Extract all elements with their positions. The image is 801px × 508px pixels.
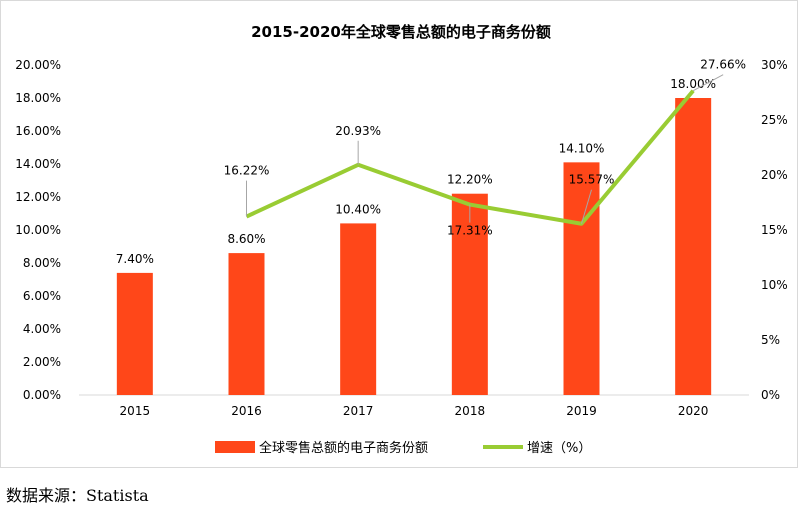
- chart-frame: 2015-2020年全球零售总额的电子商务份额 0.00% 2.00% 4.00% 6…: [0, 0, 798, 468]
- legend-bar-swatch: [215, 441, 255, 453]
- y-left-tick-label: 12.00%: [15, 190, 61, 204]
- y-left-tick-label: 6.00%: [23, 289, 61, 303]
- bar-data-label: 8.60%: [227, 232, 265, 246]
- y-right-tick-label: 20%: [761, 168, 788, 182]
- chart-legend: 全球零售总额的电子商务份额 增速（%）: [215, 440, 591, 456]
- bar: [340, 223, 377, 395]
- y-left-tick-label: 16.00%: [15, 124, 61, 138]
- y-right-tick-label: 15%: [761, 223, 788, 237]
- y-left-tick-label: 4.00%: [23, 322, 61, 336]
- chart-title: 2015-2020年全球零售总额的电子商务份额: [251, 23, 551, 41]
- bar-data-label: 12.20%: [447, 173, 493, 187]
- bar-data-label: 7.40%: [116, 252, 154, 266]
- bar-data-label: 10.40%: [335, 202, 381, 216]
- bar: [675, 98, 712, 395]
- y-right-tick-label: 5%: [761, 333, 780, 347]
- growth-data-label: 17.31%: [447, 224, 493, 238]
- growth-series-line: [245, 89, 695, 226]
- y-right-tick-label: 10%: [761, 278, 788, 292]
- bar: [116, 272, 153, 395]
- growth-data-label: 16.22%: [224, 164, 270, 178]
- y-left-tick-label: 2.00%: [23, 355, 61, 369]
- legend-line-label: 增速（%）: [527, 441, 591, 456]
- y-left-tick-label: 0.00%: [23, 388, 61, 402]
- bar-data-label: 14.10%: [559, 141, 605, 155]
- x-tick-label: 2020: [678, 404, 709, 418]
- source-note: 数据来源：Statista: [6, 486, 149, 505]
- bar: [451, 193, 488, 395]
- x-tick-label: 2015: [120, 404, 151, 418]
- y-left-tick-label: 10.00%: [15, 223, 61, 237]
- growth-leader-line: [692, 74, 724, 92]
- legend-bar-label: 全球零售总额的电子商务份额: [259, 440, 428, 456]
- y-left-tick-label: 18.00%: [15, 91, 61, 105]
- bar: [228, 253, 265, 395]
- y-right-tick-label: 25%: [761, 113, 788, 127]
- y-right-tick-label: 30%: [761, 58, 788, 72]
- chart-svg: 2015-2020年全球零售总额的电子商务份额 0.00% 2.00% 4.00% 6…: [15, 23, 787, 456]
- growth-data-label: 27.66%: [700, 58, 746, 72]
- x-tick-label: 2016: [231, 404, 262, 418]
- x-tick-label: 2018: [455, 404, 486, 418]
- growth-data-label: 20.93%: [335, 124, 381, 138]
- bar-data-label: 18.00%: [670, 77, 716, 91]
- bar: [563, 162, 600, 395]
- growth-data-label: 15.57%: [569, 173, 615, 187]
- y-left-tick-label: 14.00%: [15, 157, 61, 171]
- chart-marks: 0.00% 2.00% 4.00% 6.00% 8.00% 10.00% 12.00% 14.…: [15, 58, 787, 418]
- growth-leader-line: [581, 189, 592, 224]
- x-tick-label: 2019: [566, 404, 597, 418]
- y-right-tick-label: 0%: [761, 388, 780, 402]
- x-tick-label: 2017: [343, 404, 374, 418]
- y-left-tick-label: 20.00%: [15, 58, 61, 72]
- y-left-tick-label: 8.00%: [23, 256, 61, 270]
